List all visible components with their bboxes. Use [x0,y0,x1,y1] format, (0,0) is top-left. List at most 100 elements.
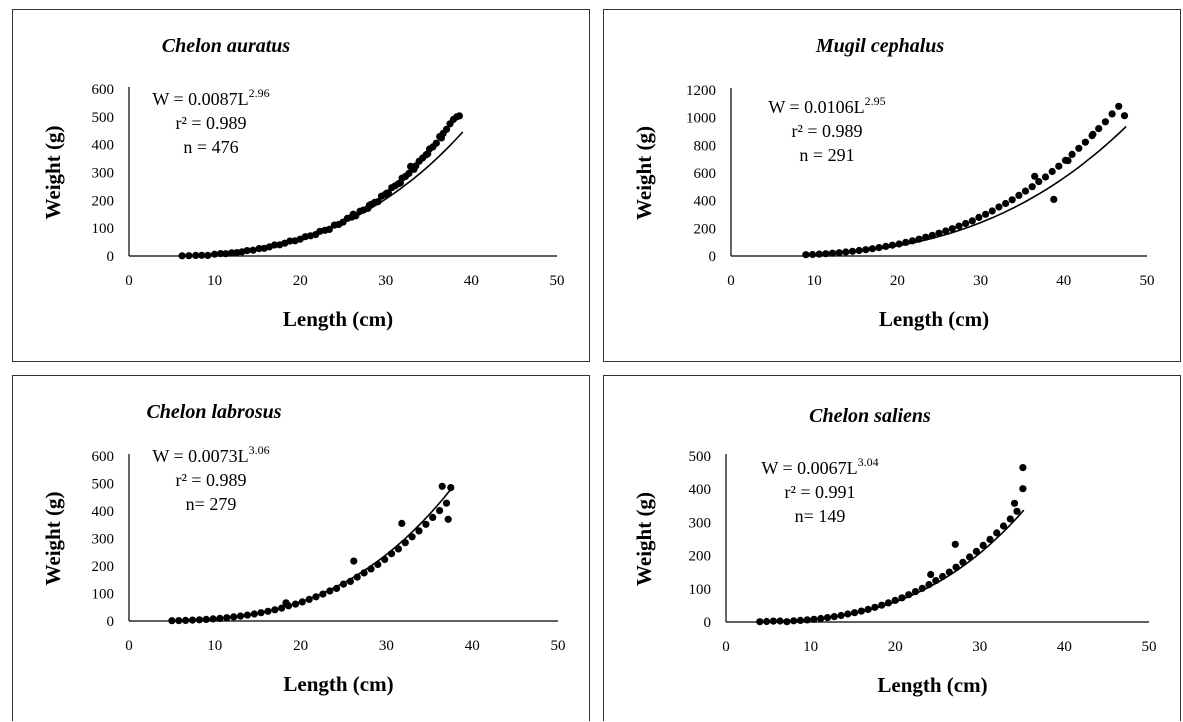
data-point [817,614,825,623]
data-point [1019,485,1027,493]
data-point [298,598,306,606]
data-point [1075,144,1083,152]
regression-equation: W = 0.0067L3.04 [761,455,878,478]
data-point [837,611,845,620]
r-squared-label: r² = 0.989 [175,113,246,133]
y-tick-label: 400 [92,504,115,520]
x-tick-label: 20 [293,638,308,654]
x-tick-label: 40 [1057,639,1072,655]
data-point [855,246,863,255]
y-tick-label: 400 [689,482,712,498]
data-point [333,584,341,592]
data-point [911,588,920,596]
data-point [945,568,953,576]
data-point [444,515,452,523]
x-tick-label: 40 [1056,273,1071,289]
data-point [415,527,423,535]
data-point [844,610,852,618]
data-point [381,555,389,564]
data-point [878,601,886,609]
data-point [285,602,293,610]
data-point [178,252,186,260]
x-tick-label: 40 [464,273,479,289]
data-point [436,507,444,515]
data-point [387,550,396,558]
data-point [918,584,926,592]
x-tick-label: 20 [888,639,903,655]
data-point [1055,162,1063,170]
data-point [209,615,217,623]
data-point [222,250,230,258]
data-point [249,246,257,254]
y-tick-label: 0 [107,614,115,630]
x-tick-label: 40 [465,638,480,654]
y-tick-label: 200 [92,193,115,209]
data-point [1081,138,1089,146]
chart-title: Chelon labrosus [146,401,281,423]
y-axis-title: Weight (g) [41,126,65,220]
data-point [828,249,837,257]
data-point [972,547,980,555]
data-point [447,484,455,492]
data-point [1035,178,1043,186]
data-point [1048,167,1056,176]
y-tick-label: 200 [92,559,115,575]
x-tick-label: 20 [890,273,905,289]
chart-title: Chelon saliens [809,405,931,427]
data-point [902,238,910,246]
data-point [443,125,451,133]
chart-mugil-cephalus: Mugil cephalus 0 200 400 600 800 1000 1200 0 10 20… [632,35,1155,331]
data-point [286,237,294,245]
x-tick-label: 0 [125,273,133,289]
data-point [278,604,286,612]
x-axis-title: Length (cm) [877,673,987,697]
data-point [810,615,818,623]
data-point [1010,499,1019,507]
r-squared-label: r² = 0.991 [784,482,855,502]
data-point [349,210,357,218]
data-point [424,150,432,158]
sample-size-label: n= 279 [186,494,237,514]
chart-chelon-auratus: Chelon auratus 0 100 200 300 400 500 600 0 10 20 30… [41,35,565,331]
chart-panel-chelon-auratus: Chelon auratus 0 100 200 300 400 500 600 0 10 20 30… [12,9,590,362]
y-axis-title: Weight (g) [632,126,656,220]
r-squared-label: r² = 0.989 [175,470,246,490]
data-point [922,233,930,241]
data-point [1108,110,1116,118]
data-point [822,250,830,258]
data-point [823,614,832,622]
data-point [1002,199,1010,208]
data-point [955,222,963,230]
data-point [432,139,440,147]
data-point [857,607,865,615]
data-point [1019,464,1027,472]
data-point [995,203,1003,211]
data-point [422,520,430,528]
data-point [228,249,236,257]
equation-exponent: 3.04 [858,455,879,469]
data-point [942,227,950,235]
data-point [198,251,206,259]
data-point [350,557,358,565]
data-point [192,251,200,259]
y-tick-label: 800 [694,138,717,154]
y-tick-label: 600 [92,82,115,98]
data-point [948,225,956,233]
data-point [394,545,402,553]
data-point [168,617,176,625]
equation-base: W = 0.0087L [152,89,248,109]
equation-base: W = 0.0067L [761,458,857,478]
data-point [243,247,251,255]
y-tick-label: 200 [689,549,712,565]
data-point [776,617,784,625]
chart-chelon-saliens: Chelon saliens 0 100 200 300 400 500 0 10 20 30 40 5… [632,405,1157,697]
y-tick-label: 100 [92,587,115,603]
x-tick-label: 50 [550,273,565,289]
data-point [291,600,300,608]
x-axis-title: Length (cm) [283,307,393,331]
x-tick-label: 50 [551,638,566,654]
data-point [927,570,935,579]
data-point [851,609,859,617]
x-tick-label: 30 [378,273,393,289]
data-point [264,607,272,615]
